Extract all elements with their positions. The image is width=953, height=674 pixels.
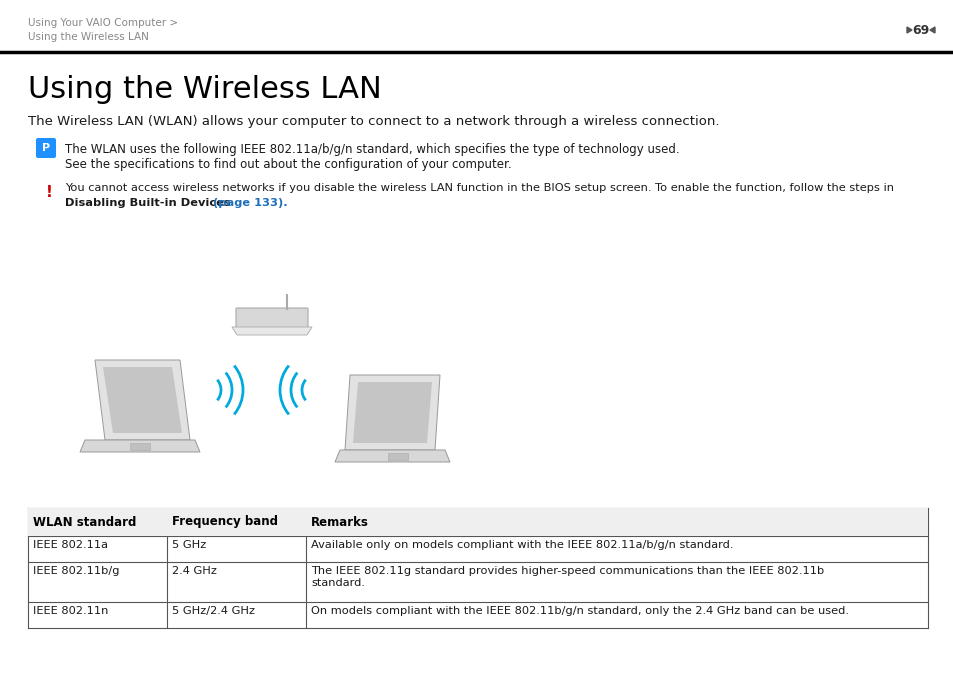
Text: Using the Wireless LAN: Using the Wireless LAN: [28, 32, 149, 42]
Text: 5 GHz/2.4 GHz: 5 GHz/2.4 GHz: [172, 606, 254, 616]
Text: 2.4 GHz: 2.4 GHz: [172, 566, 216, 576]
Text: !: !: [46, 185, 52, 200]
Text: The WLAN uses the following IEEE 802.11a/b/g/n standard, which specifies the typ: The WLAN uses the following IEEE 802.11a…: [65, 143, 679, 156]
Polygon shape: [335, 450, 450, 462]
Text: Frequency band: Frequency band: [172, 516, 277, 528]
Text: The IEEE 802.11g standard provides higher-speed communications than the IEEE 802: The IEEE 802.11g standard provides highe…: [311, 566, 823, 588]
Text: See the specifications to find out about the configuration of your computer.: See the specifications to find out about…: [65, 158, 511, 171]
Polygon shape: [345, 375, 439, 450]
Polygon shape: [103, 367, 182, 433]
Polygon shape: [232, 327, 312, 335]
Text: WLAN standard: WLAN standard: [33, 516, 136, 528]
Polygon shape: [906, 27, 911, 33]
Text: Disabling Built-in Devices: Disabling Built-in Devices: [65, 198, 234, 208]
Text: Available only on models compliant with the IEEE 802.11a/b/g/n standard.: Available only on models compliant with …: [311, 540, 733, 550]
Text: P: P: [42, 143, 50, 153]
Polygon shape: [95, 360, 190, 440]
FancyBboxPatch shape: [235, 308, 308, 328]
Text: 69: 69: [911, 24, 928, 36]
Polygon shape: [353, 382, 432, 443]
Text: 5 GHz: 5 GHz: [172, 540, 206, 550]
Text: Remarks: Remarks: [311, 516, 369, 528]
Text: IEEE 802.11b/g: IEEE 802.11b/g: [33, 566, 119, 576]
Text: You cannot access wireless networks if you disable the wireless LAN function in : You cannot access wireless networks if y…: [65, 183, 893, 193]
Text: On models compliant with the IEEE 802.11b/g/n standard, only the 2.4 GHz band ca: On models compliant with the IEEE 802.11…: [311, 606, 848, 616]
Bar: [130, 443, 150, 450]
Text: Using Your VAIO Computer >: Using Your VAIO Computer >: [28, 18, 178, 28]
Text: IEEE 802.11a: IEEE 802.11a: [33, 540, 108, 550]
FancyBboxPatch shape: [36, 138, 56, 158]
Bar: [28, 508, 927, 536]
Bar: [388, 453, 408, 460]
Text: Using the Wireless LAN: Using the Wireless LAN: [28, 75, 381, 104]
Polygon shape: [929, 27, 934, 33]
Text: IEEE 802.11n: IEEE 802.11n: [33, 606, 109, 616]
Text: The Wireless LAN (WLAN) allows your computer to connect to a network through a w: The Wireless LAN (WLAN) allows your comp…: [28, 115, 719, 128]
Polygon shape: [80, 440, 200, 452]
Text: (page 133).: (page 133).: [213, 198, 287, 208]
